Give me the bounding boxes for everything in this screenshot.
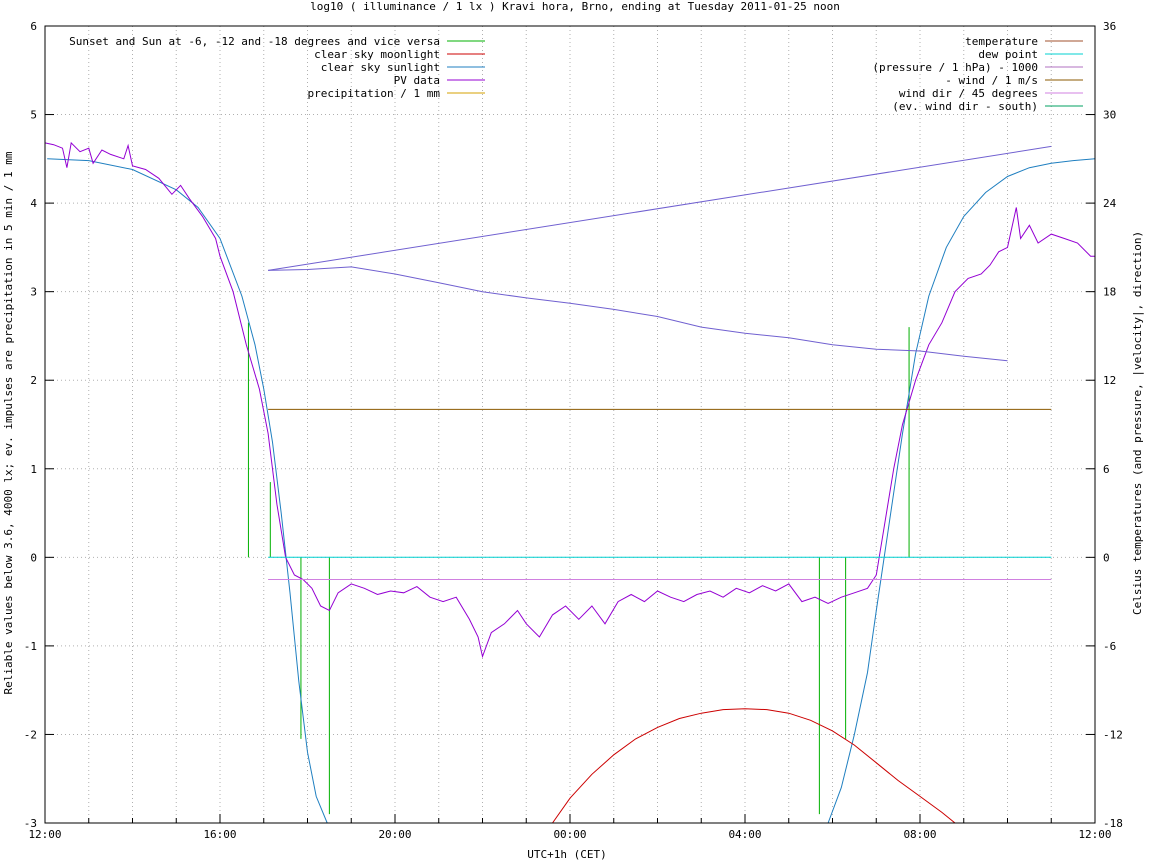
- legend-right-label: dew point: [978, 48, 1038, 61]
- y-tick-label: 4: [30, 197, 37, 210]
- legend-right-label: temperature: [965, 35, 1038, 48]
- legend-right-label: - wind / 1 m/s: [945, 74, 1038, 87]
- x-tick-label: 00:00: [553, 828, 586, 841]
- y-tick-label: 5: [30, 109, 37, 122]
- legend-right-label: (ev. wind dir - south): [892, 100, 1038, 113]
- y2-tick-label: -12: [1103, 728, 1123, 741]
- x-tick-label: 12:00: [28, 828, 61, 841]
- y2-axis-label: Celsius temperatures (and pressure, |vel…: [1131, 231, 1144, 615]
- y2-tick-label: 0: [1103, 551, 1110, 564]
- legend-left-label: clear sky sunlight: [321, 61, 440, 74]
- legend-left-label: Sunset and Sun at -6, -12 and -18 degree…: [69, 35, 440, 48]
- y2-tick-label: -6: [1103, 640, 1116, 653]
- y-tick-label: 0: [30, 551, 37, 564]
- series-layer: [44, 141, 1096, 824]
- x-tick-label: 08:00: [903, 828, 936, 841]
- legend-left: Sunset and Sun at -6, -12 and -18 degree…: [69, 35, 485, 100]
- y2-tick-label: 18: [1103, 286, 1116, 299]
- x-tick-label: 04:00: [728, 828, 761, 841]
- x-axis-label: UTC+1h (CET): [527, 848, 606, 861]
- series-pv-data: [44, 141, 1095, 659]
- series-clear-sky-moonlight: [552, 708, 956, 824]
- y-tick-label: -3: [24, 817, 37, 830]
- y-tick-label: -2: [24, 728, 37, 741]
- legend-left-label: PV data: [394, 74, 440, 87]
- y-tick-label: -1: [24, 640, 37, 653]
- x-tick-label: 20:00: [378, 828, 411, 841]
- grid: [45, 26, 1095, 823]
- series-clear-sky-sunlight: [47, 158, 1096, 824]
- x-tick-label: 16:00: [203, 828, 236, 841]
- y2-tick-label: 24: [1103, 197, 1117, 210]
- y2-tick-label: 30: [1103, 109, 1116, 122]
- ticks: 12:00 16:00 20:00 00:00 04:00 08:00 12:00-3-2-…: [24, 20, 1123, 841]
- legend-right-label: (pressure / 1 hPa) - 1000: [872, 61, 1038, 74]
- y2-tick-label: -18: [1103, 817, 1123, 830]
- y-tick-label: 6: [30, 20, 37, 33]
- legend-right-label: wind dir / 45 degrees: [899, 87, 1038, 100]
- y-tick-label: 1: [30, 463, 37, 476]
- y2-tick-label: 6: [1103, 463, 1110, 476]
- series-pressure-1-hpa-1000: [268, 145, 1052, 271]
- y2-tick-label: 12: [1103, 374, 1116, 387]
- legend-left-label: clear sky moonlight: [314, 48, 440, 61]
- y-tick-label: 2: [30, 374, 37, 387]
- y-axis-label: Reliable values below 3.6, 4000 lx; ev. …: [2, 151, 15, 694]
- chart-title: log10 ( illuminance / 1 lx ) Kravi hora,…: [310, 0, 840, 13]
- series-temperature: [268, 266, 1008, 362]
- x-tick-label: 12:00: [1078, 828, 1111, 841]
- plot-frame: [44, 25, 1096, 824]
- legend-left-label: precipitation / 1 mm: [308, 87, 441, 100]
- y2-tick-label: 36: [1103, 20, 1116, 33]
- y-tick-label: 3: [30, 286, 37, 299]
